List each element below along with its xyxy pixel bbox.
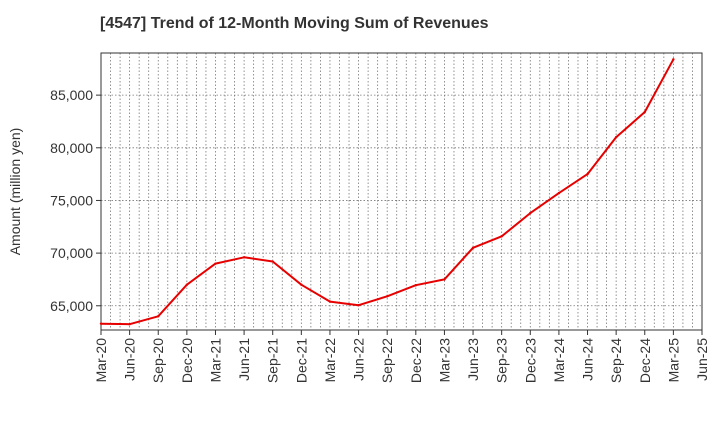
data-point [614, 136, 618, 139]
x-tick-label: Mar-21 [207, 338, 223, 383]
y-tick-label: 85,000 [50, 87, 93, 103]
x-tick-label: Mar-20 [93, 338, 109, 383]
data-point [214, 262, 217, 265]
data-point [300, 283, 303, 286]
data-point [185, 283, 189, 286]
plot-frame [100, 52, 703, 331]
label-layer: 65,000 70,000 75,000 80,000 85,000 Mar-20 Jun-… [7, 87, 710, 383]
x-tick-label: Dec-22 [408, 338, 424, 383]
data-point [271, 260, 274, 263]
x-tick-label: Dec-21 [293, 338, 309, 383]
data-point [529, 211, 532, 215]
x-tick-label: Mar-22 [322, 338, 338, 383]
data-point [357, 304, 360, 307]
y-tick-label: 65,000 [50, 298, 93, 314]
data-point [471, 246, 475, 250]
series-layer [99, 58, 675, 326]
x-tick-label: Jun-23 [465, 338, 481, 381]
y-tick-label: 80,000 [50, 140, 93, 156]
data-point [643, 110, 646, 114]
data-point [414, 284, 418, 287]
y-tick-label: 70,000 [50, 245, 93, 261]
x-tick-label: Jun-24 [580, 338, 596, 381]
y-tick-label: 75,000 [50, 192, 93, 208]
y-axis-title: Amount (million yen) [7, 128, 23, 256]
data-point [557, 191, 561, 195]
x-tick-label: Sep-24 [608, 338, 624, 383]
data-point [672, 58, 675, 61]
data-point [328, 300, 332, 303]
data-point [586, 172, 589, 176]
x-tick-label: Jun-21 [236, 338, 252, 381]
x-tick-label: Dec-23 [522, 338, 538, 383]
x-tick-label: Mar-24 [551, 338, 567, 383]
x-tick-label: Jun-25 [694, 338, 710, 381]
x-tick-label: Sep-22 [379, 338, 395, 383]
x-tick-label: Sep-21 [265, 338, 281, 383]
x-tick-label: Sep-23 [494, 338, 510, 383]
data-point [443, 278, 446, 281]
data-point [500, 235, 503, 238]
data-point [157, 315, 160, 318]
data-point [385, 295, 389, 298]
x-tick-label: Dec-24 [637, 338, 653, 383]
x-tick-label: Mar-25 [665, 338, 681, 383]
x-tick-label: Sep-20 [150, 338, 166, 383]
data-point [128, 323, 131, 326]
grid-layer [101, 53, 702, 330]
x-tick-label: Jun-20 [122, 338, 138, 381]
data-point [99, 322, 103, 325]
chart-title: [4547] Trend of 12-Month Moving Sum of R… [100, 15, 489, 32]
data-point [242, 256, 246, 259]
axis-layer [96, 52, 703, 335]
x-tick-label: Jun-22 [351, 338, 367, 381]
x-tick-label: Mar-23 [436, 338, 452, 383]
x-tick-label: Dec-20 [179, 338, 195, 383]
